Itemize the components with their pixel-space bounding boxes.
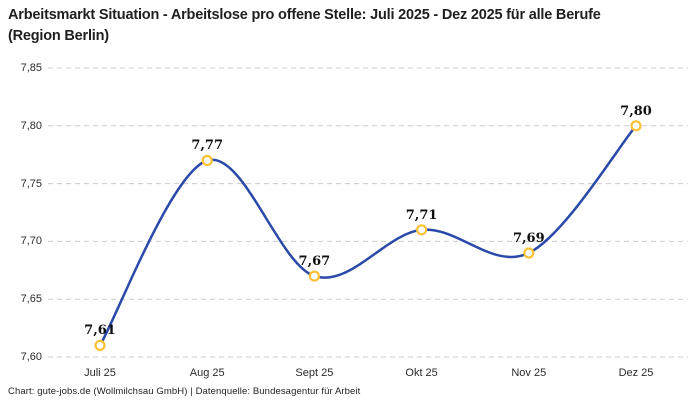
- data-series-line: [98, 124, 638, 347]
- x-axis-label: Sept 25: [295, 367, 334, 379]
- data-point-marker: [416, 224, 428, 236]
- chart-credit: Chart: gute-jobs.de (Wollmilchsau GmbH) …: [8, 386, 361, 397]
- y-tick-label: 7,80: [20, 119, 42, 132]
- y-tick-label: 7,85: [20, 62, 42, 74]
- point-value-label: 7,71: [405, 207, 438, 223]
- chart-title: Arbeitsmarkt Situation - Arbeitslose pro…: [8, 7, 601, 44]
- point-value-label: 7,67: [298, 254, 331, 270]
- point-value-label: 7,77: [191, 138, 224, 154]
- x-axis-label: Okt 25: [405, 367, 438, 379]
- point-value-label: 7,61: [84, 323, 116, 339]
- y-tick-label: 7,75: [20, 177, 42, 190]
- y-tick-label: 7,60: [20, 351, 42, 363]
- data-point-marker: [523, 247, 535, 259]
- data-point-marker: [630, 120, 642, 132]
- y-tick-label: 7,70: [20, 235, 42, 248]
- point-value-label: 7,69: [512, 230, 545, 246]
- y-tick-label: 7,65: [20, 293, 42, 306]
- x-axis-label: Juli 25: [84, 367, 116, 379]
- x-axis-label: Dez 25: [618, 367, 654, 379]
- x-axis-label: Nov 25: [511, 367, 547, 379]
- data-point-marker: [308, 270, 320, 282]
- data-point-marker: [201, 154, 213, 167]
- x-axis-label: Aug 25: [189, 367, 225, 379]
- point-value-label: 7,80: [620, 103, 652, 119]
- data-point-marker: [94, 339, 106, 351]
